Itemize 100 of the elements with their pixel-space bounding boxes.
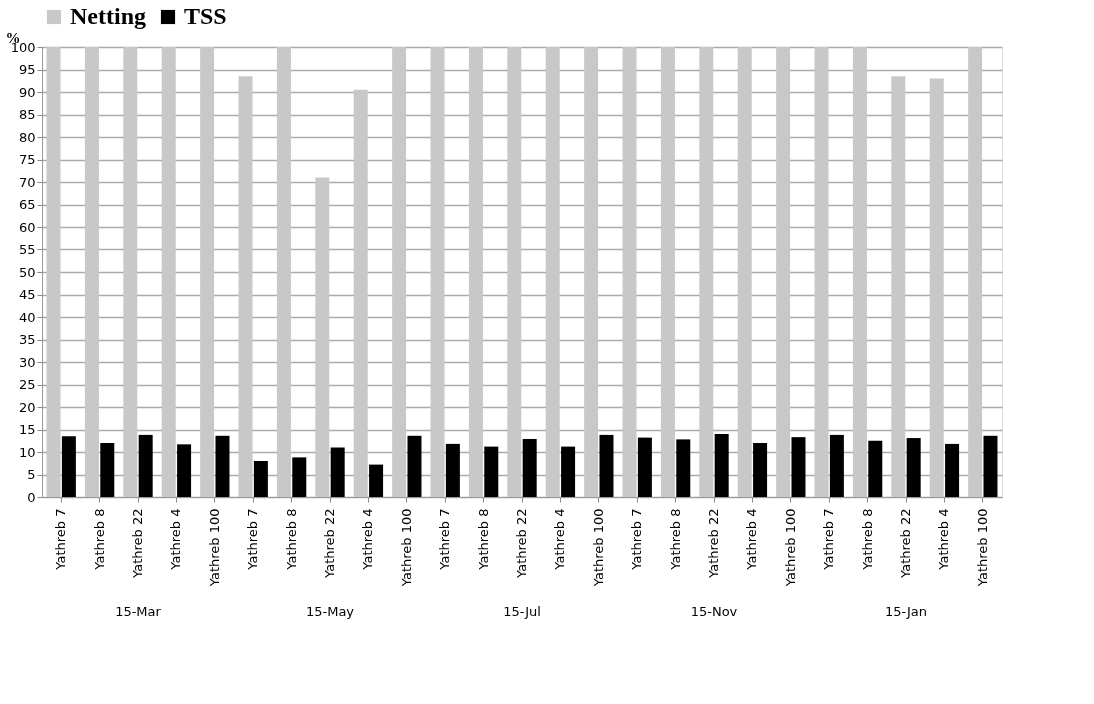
x-tick-label: Yathreb 7 [437,508,453,571]
bar [753,443,768,497]
bar [353,89,368,497]
x-tick-label: Yathreb 22 [514,508,529,579]
bar [637,437,652,497]
x-tick-label: Yathreb 8 [283,508,299,571]
bar [584,47,599,497]
x-tick-label: Yathreb 100 [398,508,414,588]
bar [161,47,176,497]
bar [507,47,522,497]
bar [407,435,422,497]
bar [868,440,883,497]
text: 15-Jul [503,604,541,619]
x-tick-label: Yathreb 7 [245,508,261,571]
bar [330,447,345,497]
x-tick-label: Yathreb 7 [821,508,837,571]
y-tick-label: 55 [18,242,36,257]
text: 15-May [305,604,355,619]
x-tick-label: Yathreb 100 [782,508,798,588]
y-tick-label: 80 [18,129,36,145]
bar [392,47,407,497]
y-tick-label: 20 [18,399,36,415]
y-tick-label: 95 [18,62,36,77]
bar [315,177,330,497]
bar [714,434,729,497]
x-tick-label: Yathreb 22 [898,508,913,579]
bar [369,464,384,497]
text: 15-Nov [690,604,738,619]
legend-label: TSS [184,3,227,29]
bar [929,78,944,497]
x-tick-label: Yathreb 22 [322,508,337,579]
y-tick-label: 60 [18,219,36,235]
bar [829,434,844,497]
bar [814,47,829,497]
bar [945,443,960,497]
x-tick-label: Yathreb 4 [936,508,952,571]
bar [200,47,215,497]
bar [468,47,483,497]
bar [737,47,752,497]
text: 15-Mar [115,604,162,619]
y-tick-label: 5 [27,467,36,482]
bar [215,435,230,497]
x-tick-label: Yathreb 100 [590,508,606,588]
x-tick-label: Yathreb 8 [667,508,683,571]
bar [522,438,537,497]
x-tick-label: Yathreb 7 [629,508,645,571]
bar [238,76,253,497]
bar [46,47,61,497]
bar [906,438,921,497]
x-tick-label: Yathreb 8 [91,508,107,571]
bar [61,436,76,497]
y-tick-label: 15 [18,422,36,437]
bar [852,47,867,497]
legend-label: Netting [70,3,146,29]
y-tick-label: 30 [18,354,36,370]
bar [660,47,675,497]
y-tick-label: 65 [18,197,36,212]
x-tick-label: Yathreb 22 [706,508,721,579]
bar [545,47,560,497]
bar [676,439,691,497]
y-tick-label: 0 [27,489,36,505]
bar [100,443,115,497]
x-tick-label: Yathreb 4 [552,508,568,571]
bar [138,434,153,497]
y-tick-label: 40 [18,309,36,325]
bar [983,435,998,497]
x-tick-label: Yathreb 22 [130,508,145,579]
x-tick-label: Yathreb 7 [53,508,69,571]
bar [123,47,138,497]
y-tick-label: 90 [18,84,36,100]
y-tick-label: 45 [18,287,36,302]
x-tick-label: Yathreb 4 [360,508,376,571]
bar [599,434,614,497]
y-tick-label: 50 [18,264,36,280]
y-tick-label: 75 [18,152,36,167]
bar [776,47,791,497]
bar [292,457,307,497]
bar [622,47,637,497]
bar [791,437,806,497]
x-tick-label: Yathreb 8 [859,508,875,571]
text: 15-Jan [885,604,927,619]
bar [177,444,192,497]
bar [891,76,906,497]
y-tick-label: 10 [18,444,36,460]
bar [430,47,445,497]
y-tick-label: 85 [18,107,36,122]
bar [276,47,291,497]
y-tick-label: 70 [18,174,36,190]
x-tick-label: Yathreb 8 [475,508,491,571]
y-tick-label: 25 [18,377,36,392]
bar [484,446,499,497]
x-tick-label: Yathreb 4 [168,508,184,571]
bar [968,47,983,497]
bar [561,446,576,497]
bar [253,461,268,497]
x-tick-label: Yathreb 4 [744,508,760,571]
x-tick-label: Yathreb 100 [206,508,222,588]
bar [699,47,714,497]
x-tick-label: Yathreb 100 [974,508,990,588]
bar [445,443,460,497]
